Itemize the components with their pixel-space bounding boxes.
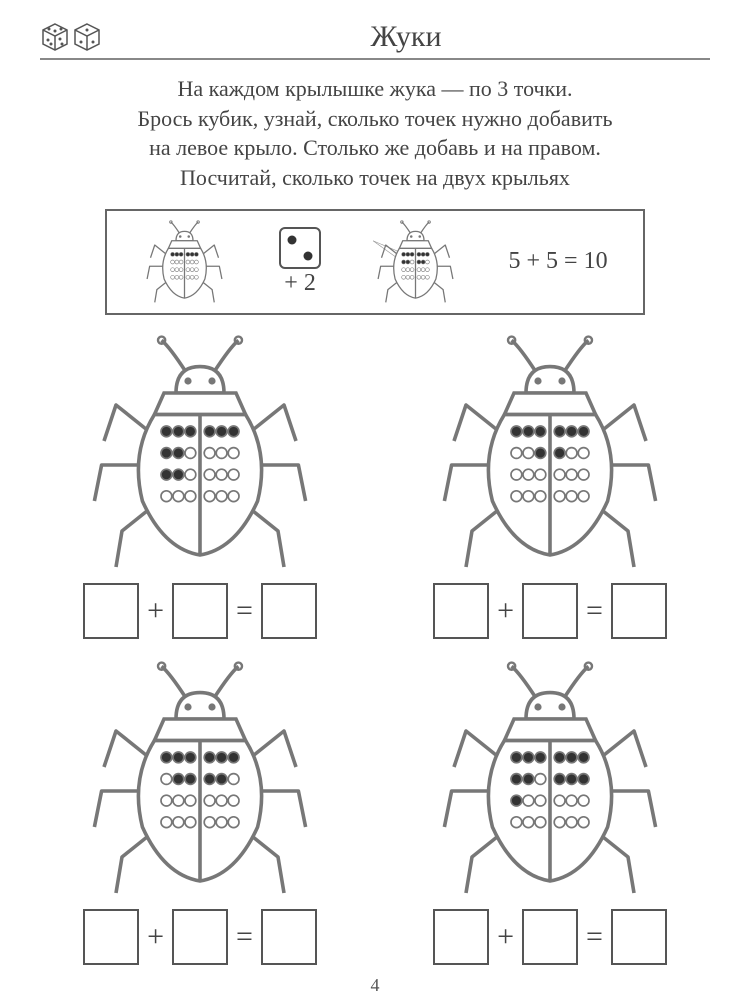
answer-box[interactable] [611, 909, 667, 965]
plus-sign: + [147, 594, 164, 628]
dice-icons [40, 22, 102, 52]
page-header: Жуки [40, 20, 710, 60]
answer-box[interactable] [611, 583, 667, 639]
beetle-cell: + = [390, 333, 710, 639]
answer-box[interactable] [261, 909, 317, 965]
answer-box[interactable] [433, 583, 489, 639]
page-title: Жуки [102, 20, 710, 54]
instruction-line: На каждом крылышке жука — по 3 точки. [40, 74, 710, 104]
equals-sign: = [236, 594, 253, 628]
beetle-cell: + = [40, 659, 360, 965]
equation-row: + = [83, 583, 317, 639]
answer-box[interactable] [172, 583, 228, 639]
equation-row: + = [83, 909, 317, 965]
equation-row: + = [433, 583, 667, 639]
instructions: На каждом крылышке жука — по 3 точки. Бр… [40, 74, 710, 193]
equals-sign: = [586, 920, 603, 954]
beetle-figure [430, 333, 670, 573]
beetle-figure [80, 659, 320, 899]
beetle-cell: + = [40, 333, 360, 639]
equals-sign: = [586, 594, 603, 628]
instruction-line: Посчитай, сколько точек на двух крыльях [40, 163, 710, 193]
instruction-line: на левое крыло. Столько же добавь и на п… [40, 133, 710, 163]
beetle-grid: + = + = + = [40, 333, 710, 965]
plus-sign: + [497, 594, 514, 628]
die-icon [40, 22, 70, 52]
answer-box[interactable] [83, 583, 139, 639]
plus-sign: + [497, 920, 514, 954]
die-plus-label: + 2 [284, 270, 316, 297]
instruction-line: Брось кубик, узнай, сколько точек нужно … [40, 104, 710, 134]
example-beetle-before [142, 217, 227, 307]
equals-sign: = [236, 920, 253, 954]
equation-row: + = [433, 909, 667, 965]
page-number: 4 [40, 975, 710, 996]
plus-sign: + [147, 920, 164, 954]
die-face-icon [278, 226, 322, 270]
beetle-cell: + = [390, 659, 710, 965]
example-box: + 2 5 + 5 = 10 [105, 209, 645, 315]
answer-box[interactable] [172, 909, 228, 965]
answer-box[interactable] [83, 909, 139, 965]
answer-box[interactable] [261, 583, 317, 639]
answer-box[interactable] [433, 909, 489, 965]
beetle-figure [80, 333, 320, 573]
example-beetle-after [373, 217, 458, 307]
example-equation: 5 + 5 = 10 [509, 248, 608, 275]
die-icon [72, 22, 102, 52]
answer-box[interactable] [522, 909, 578, 965]
beetle-figure [430, 659, 670, 899]
answer-box[interactable] [522, 583, 578, 639]
